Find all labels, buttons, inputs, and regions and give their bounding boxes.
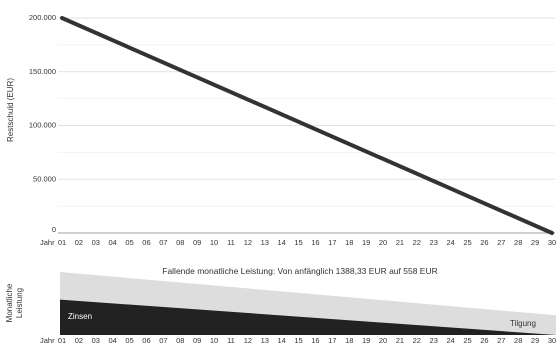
x-tick-label: 20 bbox=[379, 336, 387, 345]
x-tick-label: 15 bbox=[294, 238, 302, 247]
x-tick-label: 08 bbox=[176, 336, 184, 345]
x-tick-label: 20 bbox=[379, 238, 387, 247]
x-tick-label: 24 bbox=[446, 336, 454, 345]
x-tick-label: 13 bbox=[261, 238, 269, 247]
x-tick-label: 07 bbox=[159, 238, 167, 247]
zinsen-label: Zinsen bbox=[68, 312, 92, 321]
x-tick-label: 18 bbox=[345, 238, 353, 247]
x-tick-label: 05 bbox=[125, 336, 133, 345]
x-tick-label: 26 bbox=[480, 238, 488, 247]
x-tick-labels: 01 02 03 04 05 06 07 08 09 10 11 12 13 14 15 16 17 18 19 20… bbox=[58, 238, 556, 247]
x-tick-label: 18 bbox=[345, 336, 353, 345]
y-tick-label: 100.000 bbox=[29, 121, 56, 130]
x-tick-label: 30 bbox=[548, 336, 556, 345]
x-tick-label: 28 bbox=[514, 238, 522, 247]
y-tick-label: 50.000 bbox=[33, 174, 56, 183]
y-axis-label: Restschuld (EUR) bbox=[6, 78, 15, 142]
area-x-tick-labels: 01 02 03 04 05 06 07 08 09 10 11 12 13 14 15 16 17 18 19 20… bbox=[58, 336, 556, 345]
x-tick-label: 07 bbox=[159, 336, 167, 345]
area-y-axis-label-1: Monatliche bbox=[5, 283, 14, 322]
x-tick-label: 24 bbox=[446, 238, 454, 247]
area-chart-title: Fallende monatliche Leistung: Von anfäng… bbox=[162, 266, 438, 276]
x-tick-label: 30 bbox=[548, 238, 556, 247]
x-tick-label: 01 bbox=[58, 238, 66, 247]
x-tick-label: 23 bbox=[430, 238, 438, 247]
x-tick-label: 28 bbox=[514, 336, 522, 345]
x-tick-label: 27 bbox=[497, 336, 505, 345]
zinsen-area bbox=[60, 299, 556, 335]
y-tick-label: 0 bbox=[52, 225, 56, 234]
y-tick-label: 150.000 bbox=[29, 67, 56, 76]
x-tick-label: 27 bbox=[497, 238, 505, 247]
x-tick-label: 06 bbox=[142, 336, 150, 345]
x-tick-label: 22 bbox=[413, 336, 421, 345]
restschuld-line bbox=[60, 16, 554, 235]
x-tick-label: 04 bbox=[109, 336, 117, 345]
tilgung-label: Tilgung bbox=[510, 319, 536, 328]
x-tick-label: 14 bbox=[277, 238, 285, 247]
y-tick-label: 200.000 bbox=[29, 13, 56, 22]
x-tick-label: 12 bbox=[244, 336, 252, 345]
x-tick-label: 23 bbox=[430, 336, 438, 345]
x-tick-label: 12 bbox=[244, 238, 252, 247]
x-tick-label: 04 bbox=[109, 238, 117, 247]
x-axis-prefix: Jahr bbox=[40, 238, 55, 247]
x-tick-label: 03 bbox=[92, 238, 100, 247]
area-y-axis-label-2: Leistung bbox=[15, 288, 24, 318]
x-tick-label: 16 bbox=[311, 238, 319, 247]
x-tick-label: 21 bbox=[396, 336, 404, 345]
x-tick-label: 29 bbox=[531, 336, 539, 345]
x-tick-label: 02 bbox=[75, 336, 83, 345]
x-tick-label: 02 bbox=[75, 238, 83, 247]
line-chart: 0 50.000 100.000 150.000 200.000 Restschuld … bbox=[6, 13, 556, 247]
x-tick-label: 17 bbox=[328, 336, 336, 345]
x-tick-label: 08 bbox=[176, 238, 184, 247]
x-tick-label: 06 bbox=[142, 238, 150, 247]
x-tick-label: 10 bbox=[210, 336, 218, 345]
area-x-axis-prefix: Jahr bbox=[40, 336, 55, 345]
area-chart: Fallende monatliche Leistung: Von anfäng… bbox=[5, 266, 556, 345]
x-tick-label: 11 bbox=[227, 336, 235, 345]
y-tick-labels: 0 50.000 100.000 150.000 200.000 bbox=[29, 13, 56, 234]
x-tick-label: 16 bbox=[311, 336, 319, 345]
x-tick-label: 11 bbox=[227, 238, 235, 247]
x-tick-label: 19 bbox=[362, 238, 370, 247]
x-tick-label: 01 bbox=[58, 336, 66, 345]
x-tick-label: 13 bbox=[261, 336, 269, 345]
x-tick-label: 15 bbox=[294, 336, 302, 345]
x-tick-label: 25 bbox=[463, 238, 471, 247]
x-tick-label: 17 bbox=[328, 238, 336, 247]
x-tick-label: 03 bbox=[92, 336, 100, 345]
x-tick-label: 29 bbox=[531, 238, 539, 247]
x-tick-label: 10 bbox=[210, 238, 218, 247]
x-tick-label: 22 bbox=[413, 238, 421, 247]
x-tick-label: 21 bbox=[396, 238, 404, 247]
x-tick-label: 14 bbox=[277, 336, 285, 345]
x-tick-label: 09 bbox=[193, 336, 201, 345]
x-tick-label: 05 bbox=[125, 238, 133, 247]
x-tick-label: 26 bbox=[480, 336, 488, 345]
x-tick-label: 19 bbox=[362, 336, 370, 345]
x-tick-label: 09 bbox=[193, 238, 201, 247]
x-tick-label: 25 bbox=[463, 336, 471, 345]
